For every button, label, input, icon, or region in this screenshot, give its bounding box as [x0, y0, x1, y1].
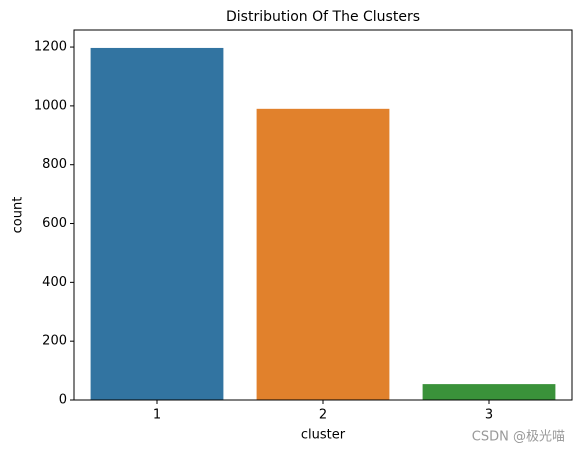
y-tick-label: 1200 [34, 40, 67, 55]
y-tick-label: 200 [42, 334, 67, 349]
x-tick-label: 2 [319, 408, 327, 423]
watermark: CSDN @极光喵 [472, 430, 565, 445]
plot-frame [73, 29, 573, 401]
y-tick-label: 400 [42, 275, 67, 290]
x-tick-label: 1 [153, 408, 161, 423]
bar [256, 108, 390, 400]
y-tick-label: 800 [42, 157, 67, 172]
x-tick-label: 3 [485, 408, 493, 423]
bar [90, 47, 224, 401]
x-axis-label: cluster [301, 428, 346, 443]
y-tick-label: 0 [59, 393, 67, 408]
y-tick-label: 600 [42, 216, 67, 231]
y-tick-label: 1000 [34, 98, 67, 113]
chart-title: Distribution Of The Clusters [226, 9, 420, 25]
bar [422, 384, 556, 400]
y-axis-label: count [11, 197, 26, 234]
